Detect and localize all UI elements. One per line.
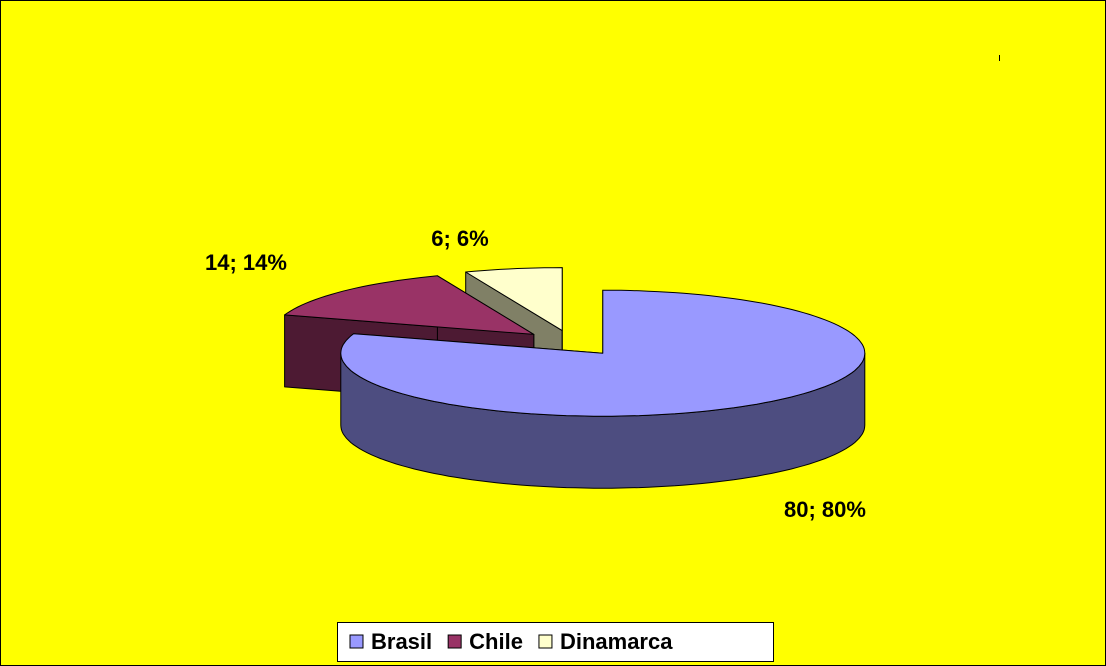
legend-swatch [538, 634, 553, 649]
data-label: 14; 14% [205, 250, 287, 275]
legend-label: Chile [469, 629, 523, 654]
slice [284, 275, 535, 335]
legend-label: Dinamarca [560, 629, 673, 654]
data-labels: 80; 80% 14; 14% 6; 6% [205, 226, 866, 522]
data-label: 6; 6% [431, 226, 488, 251]
pie [284, 267, 866, 489]
slice [340, 289, 866, 417]
legend-items: Brasil Chile Dinamarca [349, 629, 673, 654]
artifact [999, 55, 1000, 61]
legend [337, 622, 774, 662]
legend-label: Brasil [371, 629, 432, 654]
legend-swatch [447, 634, 462, 649]
legend-swatch [349, 634, 364, 649]
slice [465, 267, 563, 332]
data-label: 80; 80% [784, 497, 866, 522]
